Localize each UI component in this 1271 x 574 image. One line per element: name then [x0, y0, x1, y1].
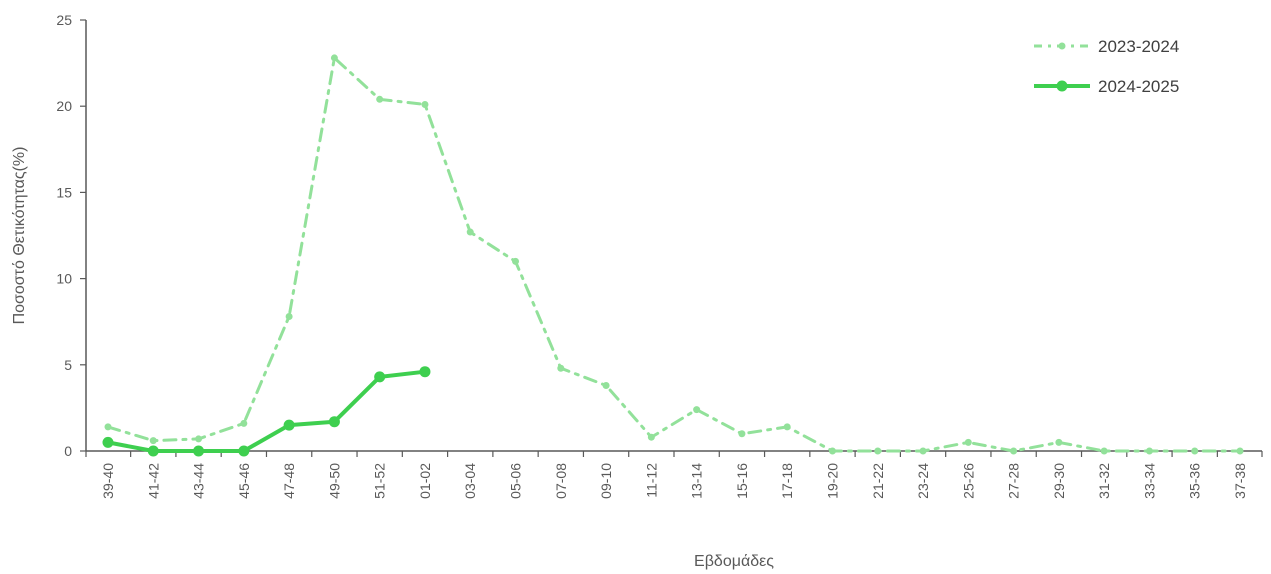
data-point — [874, 447, 882, 455]
data-point — [828, 447, 836, 455]
data-point — [1191, 447, 1199, 455]
data-point — [964, 438, 972, 446]
data-point — [149, 437, 157, 445]
x-tick-label: 15-16 — [734, 463, 750, 499]
data-point — [376, 95, 384, 103]
series-2024-2025 — [102, 366, 431, 457]
legend-label: 2024-2025 — [1098, 77, 1179, 96]
data-point — [283, 419, 295, 431]
legend-swatch-marker — [1058, 42, 1066, 50]
legend-swatch-marker — [1056, 80, 1068, 92]
y-tick-label: 25 — [56, 12, 72, 28]
y-tick-label: 5 — [64, 357, 72, 373]
data-point — [330, 54, 338, 62]
data-point — [919, 447, 927, 455]
data-point — [240, 419, 248, 427]
x-tick-label: 47-48 — [281, 463, 297, 499]
data-point — [1236, 447, 1244, 455]
series-line — [106, 369, 427, 453]
x-tick-label: 13-14 — [689, 463, 705, 499]
data-point — [1010, 447, 1018, 455]
x-tick-label: 09-10 — [598, 463, 614, 499]
series-2023-2024 — [104, 54, 1244, 455]
data-point — [195, 435, 203, 443]
x-tick-label: 25-26 — [960, 463, 976, 499]
data-point — [512, 257, 520, 265]
data-point — [693, 406, 701, 414]
x-tick-label: 33-34 — [1141, 463, 1157, 499]
data-point — [374, 371, 386, 383]
x-tick-label: 01-02 — [417, 463, 433, 499]
data-point — [238, 445, 250, 457]
legend-item: 2023-2024 — [1034, 37, 1179, 56]
x-tick-label: 45-46 — [236, 463, 252, 499]
legend-label: 2023-2024 — [1098, 37, 1179, 56]
data-point — [104, 423, 112, 431]
x-tick-label: 19-20 — [824, 463, 840, 499]
x-tick-label: 05-06 — [508, 463, 524, 499]
x-tick-label: 29-30 — [1051, 463, 1067, 499]
x-tick-label: 27-28 — [1006, 463, 1022, 499]
y-tick-label: 10 — [56, 271, 72, 287]
data-point — [783, 423, 791, 431]
x-tick-label: 49-50 — [326, 463, 342, 499]
data-point — [1100, 447, 1108, 455]
x-tick-label: 39-40 — [100, 463, 116, 499]
data-point — [1145, 447, 1153, 455]
y-tick-label: 15 — [56, 184, 72, 200]
y-tick-label: 20 — [56, 98, 72, 114]
data-point — [193, 445, 205, 457]
x-axis: 39-40 41-42 43-44 45-46 47-48 49-50 51-52 01-02… — [85, 450, 1263, 499]
x-tick-label: 11-12 — [643, 463, 659, 498]
data-point — [419, 366, 431, 378]
series-line — [106, 56, 1242, 453]
x-tick-label: 23-24 — [915, 463, 931, 499]
data-point — [647, 433, 655, 441]
data-point — [102, 436, 114, 448]
x-tick-label: 35-36 — [1187, 463, 1203, 499]
y-axis: 0 5 10 15 20 25 — [56, 12, 87, 459]
legend: 2023-2024 2024-2025 — [1034, 37, 1179, 96]
legend-item: 2024-2025 — [1034, 77, 1179, 96]
data-point — [421, 100, 429, 108]
plot-area — [102, 54, 1244, 457]
x-tick-label: 41-42 — [145, 463, 161, 499]
x-tick-label: 51-52 — [372, 463, 388, 499]
x-tick-label: 03-04 — [462, 463, 478, 499]
x-tick-label: 17-18 — [779, 463, 795, 499]
data-point — [285, 313, 293, 321]
data-point — [738, 430, 746, 438]
data-point — [466, 228, 474, 236]
x-axis-title: Εβδομάδες — [694, 553, 774, 570]
y-axis-title: Ποσοστό Θετικότητας(%) — [11, 147, 28, 325]
x-tick-label: 21-22 — [870, 463, 886, 499]
y-tick-label: 0 — [64, 443, 72, 459]
x-tick-label: 43-44 — [191, 463, 207, 499]
x-tick-label: 07-08 — [553, 463, 569, 499]
x-tick-label: 37-38 — [1232, 463, 1248, 499]
data-point — [1055, 438, 1063, 446]
data-point — [147, 445, 159, 457]
x-tick-label: 31-32 — [1096, 463, 1112, 499]
data-point — [602, 381, 610, 389]
data-point — [328, 416, 340, 428]
data-point — [557, 364, 565, 372]
